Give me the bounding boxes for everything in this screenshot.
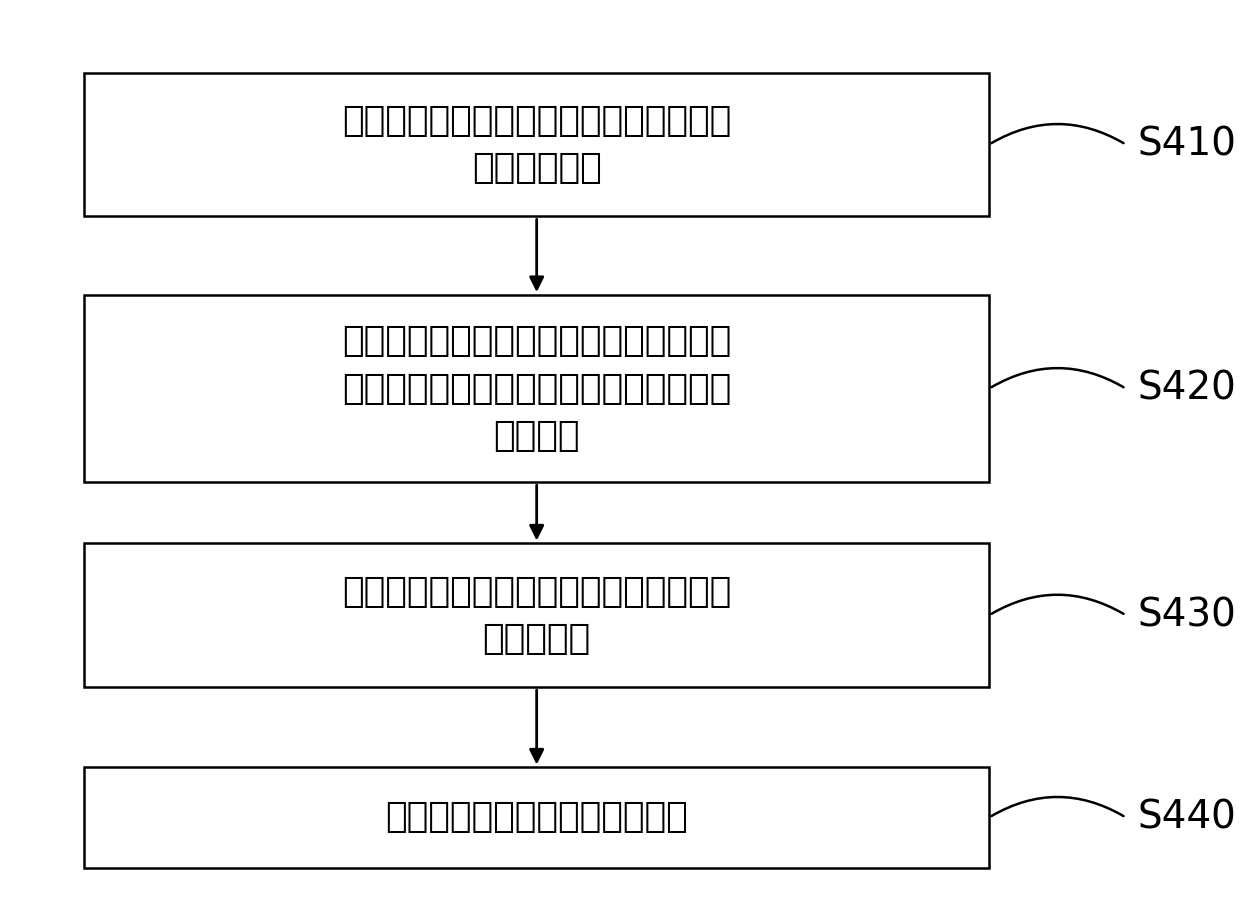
Text: S420: S420	[1138, 370, 1236, 408]
FancyBboxPatch shape	[84, 73, 990, 216]
Text: 将所述当前的状态信息进行存储: 将所述当前的状态信息进行存储	[386, 801, 688, 834]
Text: 实时获取当前的状态信息以及当前第三模
式的运行时间: 实时获取当前的状态信息以及当前第三模 式的运行时间	[342, 104, 732, 185]
Text: S440: S440	[1138, 798, 1236, 836]
FancyBboxPatch shape	[84, 767, 990, 868]
Text: S410: S410	[1138, 125, 1236, 163]
Text: S430: S430	[1138, 597, 1236, 635]
FancyBboxPatch shape	[84, 543, 990, 687]
FancyBboxPatch shape	[84, 295, 990, 482]
Text: 基于所述射频驱动信号实时控制射频消融
仪导管温度: 基于所述射频驱动信号实时控制射频消融 仪导管温度	[342, 575, 732, 656]
Text: 基于所述当前的状态信息以及当前第三模
式的运行时间通过温度控制算法生成射频
驱动信号: 基于所述当前的状态信息以及当前第三模 式的运行时间通过温度控制算法生成射频 驱动…	[342, 324, 732, 453]
